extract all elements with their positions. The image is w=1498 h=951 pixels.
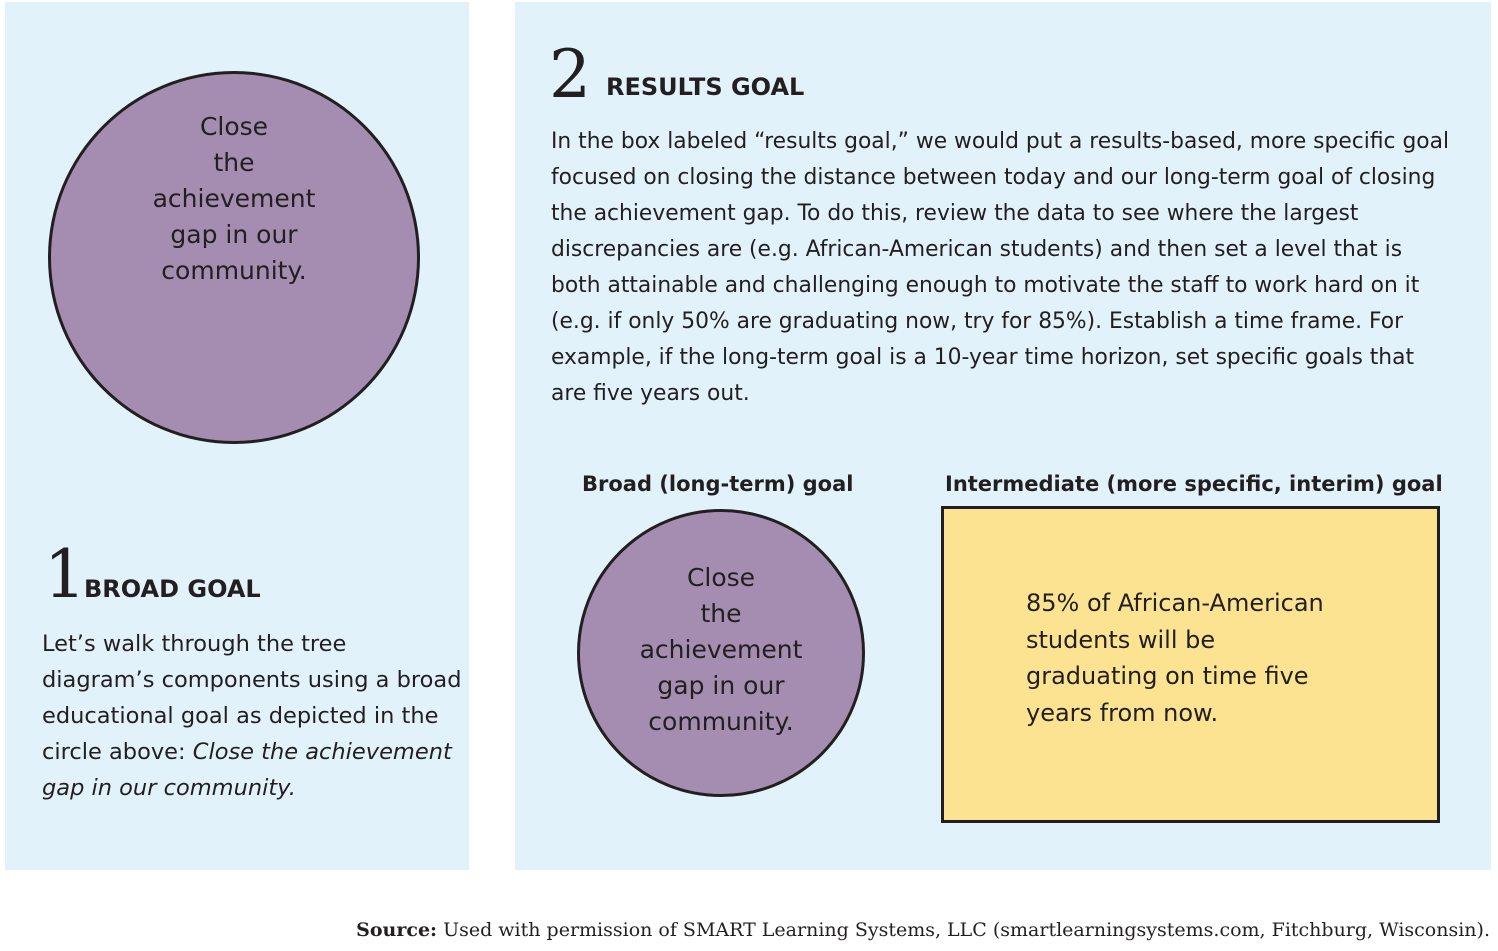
step-1-description: Let’s walk through the tree diagram’s co… xyxy=(42,626,462,806)
step-1-number: 1 xyxy=(44,536,86,613)
step-1-title: BROAD GOAL xyxy=(84,575,261,603)
broad-goal-circle-text: Close the achievement gap in our communi… xyxy=(152,111,316,285)
intermediate-goal-box: 85% of African-American students will be… xyxy=(941,506,1440,823)
source-label: Source: xyxy=(356,919,438,941)
broad-goal-circle-small: Close the achievement gap in our communi… xyxy=(577,509,865,797)
step-1-description-italic: Close the achievement gap in our communi… xyxy=(42,739,452,801)
intermediate-goal-label: Intermediate (more specific, interim) go… xyxy=(945,472,1443,496)
broad-goal-circle-small-text: Close the achievement gap in our communi… xyxy=(639,563,803,736)
broad-goal-circle: Close the achievement gap in our communi… xyxy=(48,71,420,444)
broad-goal-label: Broad (long-term) goal xyxy=(582,472,854,496)
step-2-description: In the box labeled “results goal,” we wo… xyxy=(551,129,1450,406)
step-2-number: 2 xyxy=(549,36,591,113)
step-1-description-text: Let’s walk through the tree diagram’s co… xyxy=(42,631,462,765)
source-credit: Source: Used with permission of SMART Le… xyxy=(356,916,1490,944)
source-text: Used with permission of SMART Learning S… xyxy=(437,919,1490,941)
intermediate-goal-text: 85% of African-American students will be… xyxy=(1026,589,1324,727)
step-2-title: RESULTS GOAL xyxy=(606,73,805,101)
